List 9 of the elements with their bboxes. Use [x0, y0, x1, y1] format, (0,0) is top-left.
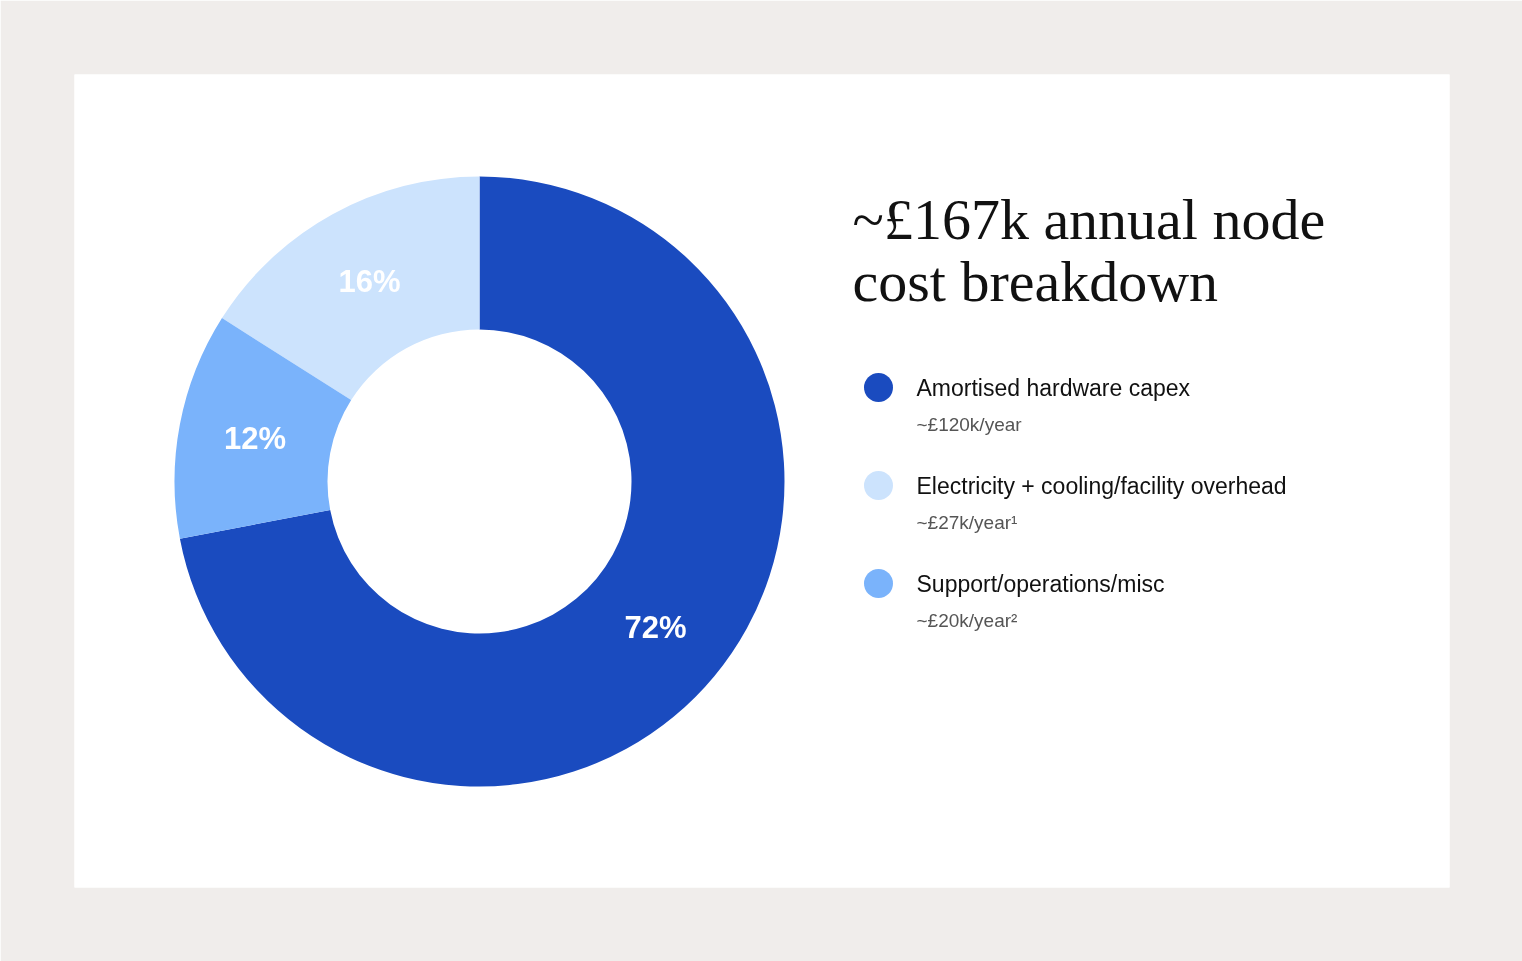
text: ~£120k/year [916, 414, 1023, 435]
text: ~£167k annual node cost breakdown [852, 187, 1326, 314]
legend-label: Amortised hardware capex [916, 374, 1191, 401]
data-label: 72% [624, 609, 687, 645]
legend-label: Support/operations/misc [916, 570, 1165, 597]
text: ~£20k/year² [916, 610, 1018, 631]
legend-label: Electricity + cooling/facility overhead [916, 472, 1287, 499]
text: ~£27k/year¹ [916, 512, 1018, 533]
data-label: 12% [224, 421, 287, 457]
